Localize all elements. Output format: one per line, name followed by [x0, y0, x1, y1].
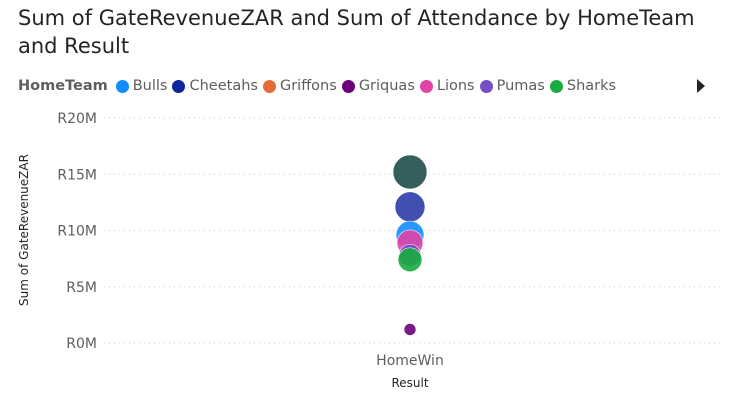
legend-dot-bulls: [115, 79, 129, 93]
bubble-point[interactable]: [403, 323, 417, 336]
legend-item-sharks[interactable]: Sharks: [549, 78, 617, 94]
legend-item-bulls[interactable]: Bulls: [115, 78, 168, 94]
legend-dot-lions: [419, 79, 433, 93]
y-tick-label: R10M: [57, 224, 97, 240]
x-tick-label: HomeWin: [376, 353, 444, 369]
y-axis-title: Sum of GateRevenueZAR: [17, 154, 31, 306]
y-tick-label: R5M: [66, 280, 97, 296]
legend-dot-griquas: [341, 79, 355, 93]
legend-label-griffons: Griffons: [279, 78, 337, 94]
legend-item-pumas[interactable]: Pumas: [479, 78, 545, 94]
legend-dot-sharks: [549, 79, 563, 93]
bubble-point[interactable]: [394, 191, 426, 223]
legend-label-lions: Lions: [436, 78, 475, 94]
y-tick-label: R20M: [57, 111, 97, 127]
bubble-point[interactable]: [397, 247, 423, 273]
x-axis-title: Result: [391, 376, 428, 390]
y-tick-label: R0M: [66, 336, 97, 352]
legend-dot-griffons: [262, 79, 276, 93]
legend-next-arrow-icon[interactable]: [697, 79, 705, 93]
chart-title: Sum of GateRevenueZAR and Sum of Attenda…: [18, 6, 695, 58]
legend: HomeTeam Bulls Cheetahs Griffons Griquas…: [18, 76, 621, 96]
legend-label-cheetahs: Cheetahs: [189, 78, 258, 94]
legend-title: HomeTeam: [18, 78, 108, 94]
bubble-point[interactable]: [392, 154, 428, 190]
legend-item-griffons[interactable]: Griffons: [262, 78, 337, 94]
y-tick-label: R15M: [57, 167, 97, 183]
legend-dot-cheetahs: [172, 79, 186, 93]
legend-item-cheetahs[interactable]: Cheetahs: [172, 78, 258, 94]
legend-label-sharks: Sharks: [566, 78, 617, 94]
legend-dot-pumas: [479, 79, 493, 93]
legend-item-lions[interactable]: Lions: [419, 78, 475, 94]
legend-label-pumas: Pumas: [496, 78, 545, 94]
legend-label-griquas: Griquas: [358, 78, 415, 94]
legend-item-griquas[interactable]: Griquas: [341, 78, 415, 94]
legend-label-bulls: Bulls: [132, 78, 168, 94]
